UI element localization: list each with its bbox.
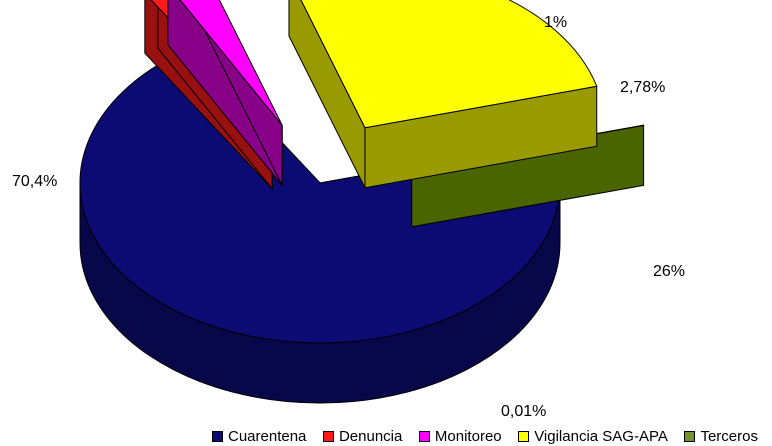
legend-item-vigilancia-sag-apa: Vigilancia SAG-APA — [518, 428, 668, 445]
legend-swatch — [684, 430, 696, 442]
legend-swatch — [418, 430, 430, 442]
legend-swatch — [518, 430, 530, 442]
legend-label: Cuarentena — [228, 427, 307, 445]
legend-item-terceros: Terceros — [684, 428, 758, 445]
data-label-denuncia: 1% — [544, 14, 567, 31]
legend-item-monitoreo: Monitoreo — [418, 427, 502, 445]
legend-item-cuarentena: Cuarentena — [212, 428, 306, 445]
pie-slice-vigilancia-sag-apa — [288, 0, 598, 189]
legend-swatch — [322, 430, 334, 442]
legend-label: Denuncia — [338, 427, 403, 445]
legend-item-denuncia: Denuncia — [322, 427, 403, 445]
data-label-terceros: 0,01% — [501, 403, 546, 420]
pie-slice-monitoreo — [167, 0, 283, 187]
legend-label: Terceros — [700, 427, 758, 445]
data-label-monitoreo: 2,78% — [620, 79, 665, 96]
legend-label: Vigilancia SAG-APA — [534, 427, 668, 445]
legend-label: Monitoreo — [434, 427, 502, 445]
data-label-vigilancia-sag-apa: 26% — [653, 263, 685, 280]
data-label-cuarentena: 70,4% — [12, 173, 57, 190]
legend: Cuarentena Denuncia Monitoreo Vigilancia SA… — [0, 426, 772, 446]
legend-swatch — [212, 430, 223, 442]
